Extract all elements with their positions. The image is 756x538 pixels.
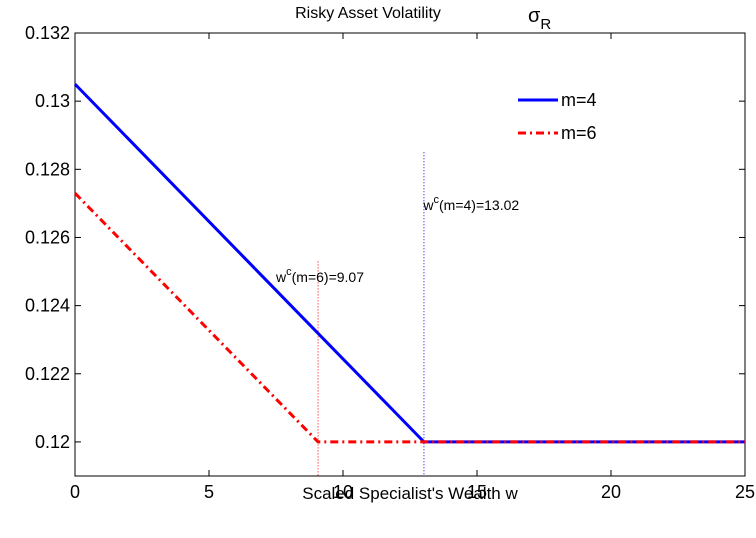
chart-title-subscript: R (540, 16, 551, 33)
annotation-label: wc(m=4)=13.02 (422, 194, 519, 213)
x-tick-label: 5 (204, 482, 214, 502)
y-tick-label: 0.122 (25, 364, 70, 384)
legend-label: m=6 (561, 123, 597, 143)
x-axis: 0 5 10 15 20 25 (70, 33, 755, 502)
annotation-label: wc(m=6)=9.07 (275, 266, 364, 285)
x-tick-label: 15 (467, 482, 487, 502)
y-tick-label: 0.124 (25, 296, 70, 316)
legend: m=4 m=6 (518, 90, 597, 143)
x-tick-label: 25 (735, 482, 755, 502)
plot-frame (74, 32, 746, 477)
y-tick-label: 0.132 (25, 23, 70, 43)
chart-title-sigma: σ (528, 5, 541, 27)
x-tick-label: 10 (333, 482, 353, 502)
annotations: wc(m=6)=9.07 wc(m=4)=13.02 (275, 194, 519, 285)
chart-title-text: Risky Asset Volatility (295, 5, 441, 22)
x-axis-label: Scaled Specialist's Wealth w (302, 484, 518, 503)
x-tick-label: 0 (70, 482, 80, 502)
chart-title: Risky Asset Volatility σR (295, 5, 551, 33)
chart-title-symbol: σR (528, 5, 551, 33)
y-tick-label: 0.128 (25, 159, 70, 179)
y-tick-label: 0.13 (35, 91, 70, 111)
y-axis: 0.12 0.122 0.124 0.126 0.128 0.13 0.132 (25, 23, 745, 452)
series-layer (73, 83, 745, 444)
series-line-m=6 (73, 192, 745, 444)
x-tick-label: 20 (601, 482, 621, 502)
y-tick-label: 0.12 (35, 432, 70, 452)
plot-area: 0.12 0.122 0.124 0.126 0.128 0.13 0.132 0 5 10 15… (25, 23, 755, 502)
y-tick-label: 0.126 (25, 227, 70, 247)
legend-label: m=4 (561, 90, 597, 110)
